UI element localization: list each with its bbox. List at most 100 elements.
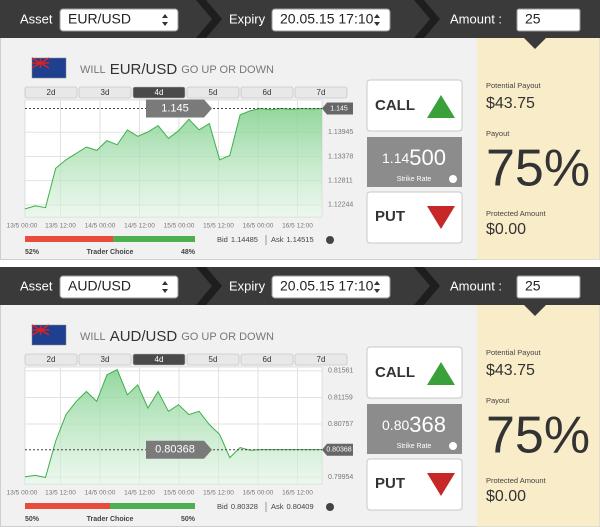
timeframe-tab[interactable] <box>132 353 186 366</box>
timeframe-tab[interactable] <box>294 353 348 366</box>
bid-label: Bid <box>217 502 228 511</box>
x-tick-label: 16/5 00:00 <box>243 490 274 497</box>
timeframe-tab[interactable] <box>24 86 78 99</box>
call-share-label: 50% <box>181 516 196 523</box>
timeframe-tab[interactable] <box>186 353 240 366</box>
current-price-tag <box>146 99 212 118</box>
timeframe-tab-label: 3d <box>101 355 110 364</box>
x-tick-label: 13/5 00:00 <box>7 223 38 230</box>
info-icon[interactable] <box>449 175 457 183</box>
x-tick-label: 14/5 12:00 <box>124 490 155 497</box>
timeframe-tab-label: 7d <box>317 88 326 97</box>
current-price-axis-label: 1.145 <box>330 105 348 112</box>
x-tick-label: 15/5 12:00 <box>203 490 234 497</box>
timeframe-tab-label: 2d <box>47 88 56 97</box>
x-tick-label: 16/5 00:00 <box>243 223 274 230</box>
strike-pips: 368 <box>409 412 446 437</box>
amount-input[interactable] <box>516 8 581 32</box>
bid-value: 0.80328 <box>231 502 258 511</box>
question: WILL AUD/USD GO UP OR DOWN <box>80 328 274 345</box>
question-asset: EUR/USD <box>110 61 178 78</box>
x-tick-label: 13/5 12:00 <box>45 223 76 230</box>
select-arrow <box>162 281 168 293</box>
info-icon[interactable] <box>326 503 334 511</box>
put-button[interactable] <box>366 458 463 511</box>
call-button[interactable] <box>366 346 463 399</box>
amount-value: 25 <box>525 11 541 27</box>
strike-main: 1.14 <box>382 150 409 166</box>
timeframe-tab-label: 6d <box>263 355 272 364</box>
timeframe-tab[interactable] <box>132 86 186 99</box>
amount-input[interactable] <box>516 275 581 299</box>
timeframe-tab-label: 7d <box>317 355 326 364</box>
timeframe-tab[interactable] <box>24 353 78 366</box>
strike-main: 0.80 <box>382 417 409 433</box>
put-share-label: 50% <box>25 516 40 523</box>
strike-pips: 500 <box>409 145 446 170</box>
current-price-axis-label: 0.80368 <box>326 447 351 454</box>
ask-label: Ask <box>271 502 284 511</box>
asset-select[interactable] <box>59 275 179 299</box>
amount-label: Amount : <box>450 278 502 293</box>
timeframe-tab[interactable] <box>240 353 294 366</box>
expiry-value: 20.05.15 17:10 <box>280 11 374 27</box>
expiry-select[interactable] <box>271 275 391 299</box>
call-button[interactable] <box>366 79 463 132</box>
info-icon[interactable] <box>449 442 457 450</box>
header-notch <box>524 38 546 49</box>
y-tick-label: 1.13945 <box>328 129 353 136</box>
select-arrow <box>374 14 380 26</box>
payout-column <box>477 305 600 527</box>
timeframe-tab[interactable] <box>78 86 132 99</box>
call-share-bar <box>110 503 195 509</box>
x-tick-label: 14/5 00:00 <box>85 223 116 230</box>
price-line <box>24 368 322 478</box>
strike-box <box>367 404 462 454</box>
strike-label: Strike Rate <box>397 443 432 450</box>
call-arrow <box>427 95 455 118</box>
header-divider <box>196 0 222 38</box>
timeframe-tab[interactable] <box>186 86 240 99</box>
asset-select[interactable] <box>59 8 179 32</box>
strike-rate: 0.80368 <box>382 412 446 437</box>
x-tick-label: 15/5 00:00 <box>164 490 195 497</box>
amount-value: 25 <box>525 278 541 294</box>
put-share-label: 52% <box>25 249 40 256</box>
call-share-bar <box>113 236 195 242</box>
call-arrow <box>427 362 455 385</box>
ask-value: 1.14515 <box>287 235 314 244</box>
asset-label: Asset <box>20 278 53 293</box>
amount-label: Amount : <box>450 11 502 26</box>
question-prefix: WILL <box>80 64 106 76</box>
timeframe-tab[interactable] <box>78 353 132 366</box>
current-price-tag <box>146 440 212 459</box>
bid-label: Bid <box>217 235 228 244</box>
info-icon[interactable] <box>326 236 334 244</box>
price-line <box>24 107 323 210</box>
x-tick-label: 14/5 12:00 <box>124 223 155 230</box>
x-tick-label: 16/5 12:00 <box>282 490 313 497</box>
call-share-label: 48% <box>181 249 196 256</box>
asset-label: Asset <box>20 11 53 26</box>
select-arrow <box>374 281 380 293</box>
call-label: CALL <box>375 97 415 114</box>
potential-payout: $43.75 <box>486 362 535 379</box>
payout-column <box>477 38 600 260</box>
protected-amount-label: Protected Amount <box>486 209 547 218</box>
trader-choice-label: Trader Choice <box>87 516 134 523</box>
expiry-select[interactable] <box>271 8 391 32</box>
trader-choice-label: Trader Choice <box>87 249 134 256</box>
put-button[interactable] <box>366 191 463 244</box>
timeframe-tab-label: 2d <box>47 355 56 364</box>
timeframe-tab[interactable] <box>240 86 294 99</box>
x-tick-label: 13/5 12:00 <box>45 490 76 497</box>
y-tick-label: 1.12244 <box>328 202 353 209</box>
ask-label: Ask <box>271 235 284 244</box>
strike-rate: 1.14500 <box>382 145 446 170</box>
protected-amount: $0.00 <box>486 488 526 505</box>
payout-value: 75% <box>486 407 590 465</box>
question-suffix: GO UP OR DOWN <box>181 64 274 76</box>
timeframe-tab[interactable] <box>294 86 348 99</box>
